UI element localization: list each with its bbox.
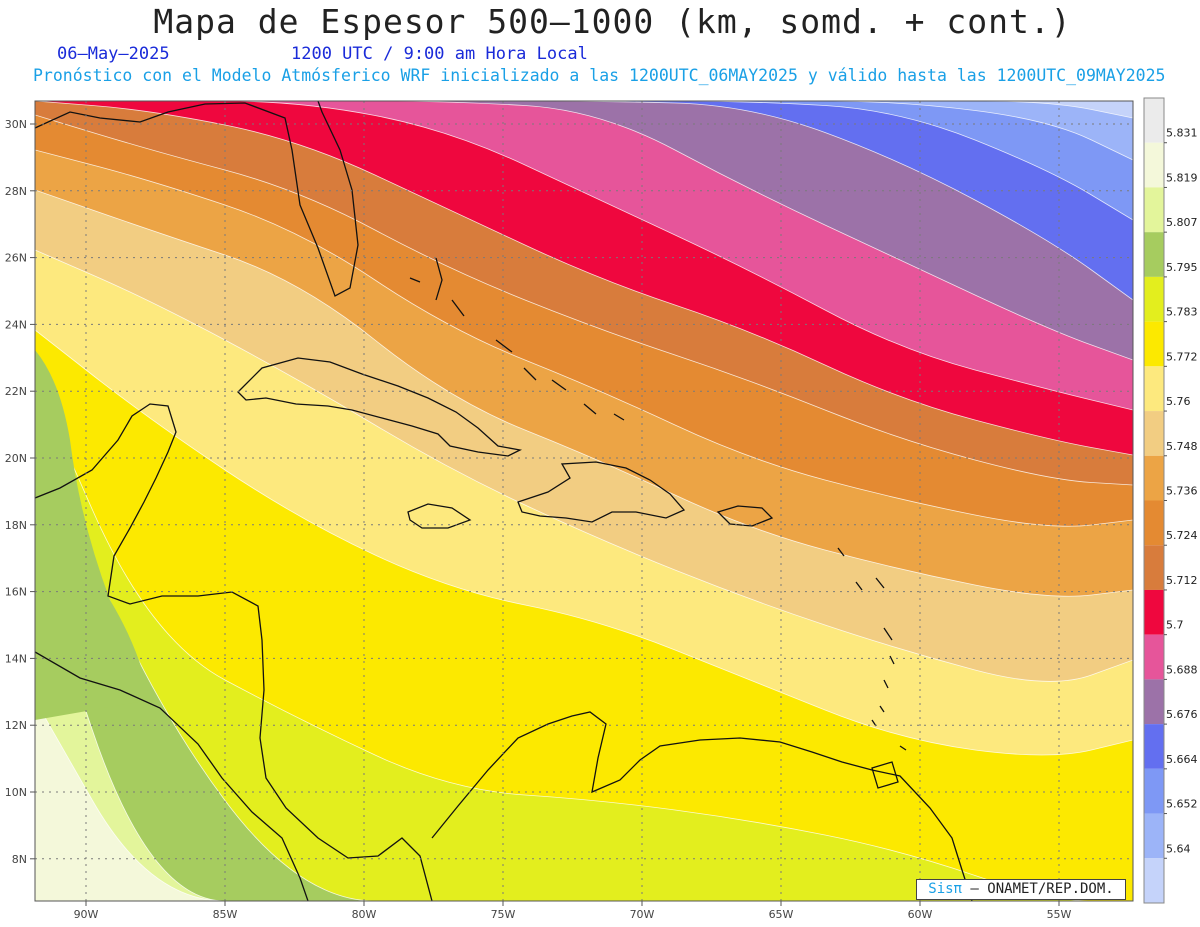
plot-frame [34,100,1134,902]
colorbar-label: 5.736 [1166,485,1198,498]
lat-tick-label: 12N [5,719,27,732]
bahamas-islands [409,257,625,421]
colombia-venezuela-coast [431,711,973,901]
colorbar-swatch [1144,455,1164,501]
colorbar-label: 5.772 [1166,350,1198,363]
colorbar-swatch [1144,545,1164,590]
colorbar-label: 5.76 [1166,395,1191,408]
hispaniola-coast [517,461,686,523]
time-label: 1200 UTC / 9:00 am Hora Local [291,44,588,64]
colorbar-swatch [1144,276,1164,322]
colorbar-swatch [1144,142,1164,188]
colorbar-label: 5.795 [1166,261,1198,274]
puerto-rico-coast [716,505,774,527]
thickness-band [35,699,1133,901]
lon-tick-label: 60W [908,908,933,921]
colorbar-swatch [1144,366,1164,412]
forecast-description: Pronóstico con el Modelo Atmósferico WRF… [33,66,1166,85]
colorbar-swatch [1144,724,1164,769]
lon-tick-label: 55W [1047,908,1072,921]
colorbar-swatch [1144,500,1164,546]
colorbar-label: 5.783 [1166,306,1198,319]
graticule [35,101,1133,901]
colorbar-label: 5.652 [1166,798,1198,811]
lat-tick-label: 16N [5,586,27,599]
colorbar-swatch [1144,411,1164,456]
credit-box: Sisπ — ONAMET/REP.DOM. [916,879,1126,900]
sispi-logo: Sisπ [928,881,962,897]
colorbar-label: 5.712 [1166,574,1198,587]
colorbar-label: 5.7 [1166,619,1184,632]
colorbar-label: 5.64 [1166,842,1191,855]
florida-coast [35,101,359,297]
lat-tick-label: 14N [5,652,27,665]
colorbar: 5.831 5.819 5.807 5.795 5.783 5.772 5.76 5.748 5… [1143,97,1198,904]
colorbar-label: 5.819 [1166,171,1198,184]
date-label: 06—May—2025 [57,44,170,64]
central-america-coast [35,403,433,901]
latitude-labels: 30N 28N 26N 24N 22N 20N 18N 16N 14N 12N 10N 8N [5,118,35,866]
central-america-pacific-coast [35,651,309,901]
lon-tick-label: 90W [74,908,99,921]
colorbar-swatch [1144,98,1164,143]
lat-tick-label: 26N [5,252,27,265]
lat-tick-label: 8N [12,853,27,866]
lon-tick-label: 65W [769,908,794,921]
colorbar-swatch [1144,813,1164,859]
high-thickness-patch [35,350,150,720]
credit-text: — ONAMET/REP.DOM. [970,881,1114,897]
colorbar-swatch [1144,589,1164,635]
coastlines [35,101,973,901]
lesser-antilles [837,547,907,751]
colorbar-swatch [1144,768,1164,814]
cuba-coast [237,357,523,457]
trinidad-coast [871,761,899,789]
thickness-field [35,101,1133,901]
colorbar-swatch [1144,321,1164,367]
colorbar-swatch [1144,679,1164,725]
colorbar-label: 5.807 [1166,216,1198,229]
jamaica-coast [407,503,472,529]
colorbar-swatch [1144,858,1164,903]
colorbar-swatch [1144,187,1164,233]
map-title: Mapa de Espesor 500—1000 (km, somd. + co… [153,2,1072,41]
lat-tick-label: 28N [5,185,27,198]
lat-tick-label: 22N [5,385,27,398]
colorbar-swatch [1144,232,1164,277]
colorbar-label: 5.724 [1166,529,1198,542]
colorbar-label: 5.676 [1166,708,1198,721]
lat-tick-label: 30N [5,118,27,131]
lat-tick-label: 20N [5,452,27,465]
lon-tick-label: 80W [352,908,377,921]
thickness-band [35,379,1133,901]
lat-tick-label: 18N [5,519,27,532]
lon-tick-label: 75W [491,908,516,921]
lon-tick-label: 70W [630,908,655,921]
lat-tick-label: 24N [5,318,27,331]
thickness-band [35,559,1133,901]
colorbar-swatch [1144,634,1164,680]
lon-tick-label: 85W [213,908,238,921]
lat-tick-label: 10N [5,786,27,799]
colorbar-label: 5.688 [1166,663,1198,676]
colorbar-label: 5.748 [1166,440,1198,453]
colorbar-label: 5.664 [1166,753,1198,766]
colorbar-label: 5.831 [1166,127,1198,140]
longitude-labels: 90W 85W 80W 75W 70W 65W 60W 55W [74,901,1072,921]
